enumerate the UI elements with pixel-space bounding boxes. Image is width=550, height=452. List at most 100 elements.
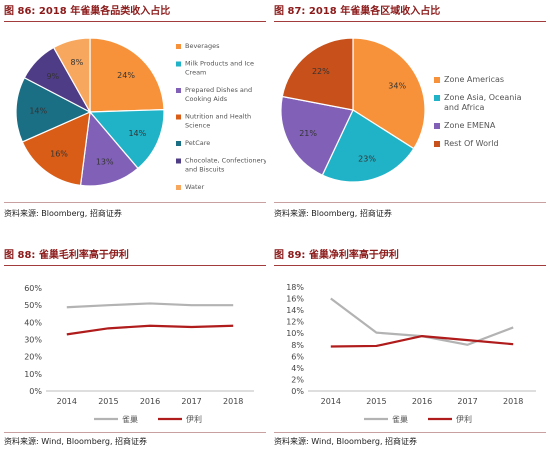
legend-label: 伊利	[186, 414, 202, 424]
figure-86-pie-chart: 24% 14% 13% 16% 14% 9% 8% Beverages Milk Product…	[15, 37, 266, 191]
legend-swatch	[434, 141, 440, 147]
legend-label-line: Cream	[185, 69, 206, 77]
figure-87-title-text: 2018 年雀巢各区域收入占比	[308, 6, 441, 17]
figure-89-source: 资料来源: Wind, Bloomberg, 招商证券	[274, 437, 418, 446]
series-line	[330, 297, 514, 346]
legend-label: Nutrition and Health Science	[185, 113, 251, 130]
figure-89-source-rule	[274, 432, 546, 433]
figure-89-line-chart: 0% 2% 4% 6% 8% 10% 12% 14% 16% 18% 2014 2015 2016 201…	[286, 283, 536, 424]
legend-label-line: Rest Of World	[444, 139, 499, 148]
pie-slice	[52, 37, 91, 115]
x-tick-label: 2018	[223, 397, 243, 406]
figure-87-title: 图 87: 2018 年雀巢各区域收入占比	[274, 3, 440, 21]
legend-label: Beverages	[185, 42, 220, 50]
pie-slice	[88, 109, 165, 170]
y-tick-label: 60%	[24, 284, 42, 293]
y-tick-label: 14%	[286, 306, 304, 315]
legend-swatch	[434, 77, 440, 83]
figure-87-pie-chart: 34% 23% 21% 22% Zone Americas Zone Asia, Ocea…	[280, 37, 522, 183]
slice-data-label: 23%	[358, 154, 376, 163]
figure-88-source-rule	[4, 432, 266, 433]
x-tick-label: 2018	[503, 397, 523, 406]
pie-slice	[321, 109, 415, 183]
y-tick-label: 20%	[24, 353, 42, 362]
y-tick-label: 50%	[24, 301, 42, 310]
pie-slice	[280, 95, 354, 176]
figure-89-title-rule	[274, 265, 546, 266]
y-tick-label: 0%	[291, 387, 304, 396]
pie-slice	[89, 37, 165, 113]
legend-label-line: Zone EMENA	[444, 121, 496, 130]
y-tick-label: 0%	[29, 387, 42, 396]
slice-data-label: 14%	[128, 129, 146, 138]
slice-data-label: 16%	[50, 150, 68, 159]
legend-label-line: Cooking Aids	[185, 95, 228, 103]
legend-label: Zone Americas	[444, 75, 504, 84]
figure-88-source: 资料来源: Wind, Bloomberg, 招商证券	[4, 437, 148, 446]
legend-label: 雀巢	[392, 414, 408, 424]
legend-label: 伊利	[456, 414, 472, 424]
series-line	[66, 324, 234, 336]
figure-86-source-rule	[4, 202, 266, 203]
legend-swatch	[434, 95, 440, 101]
slice-data-label: 22%	[312, 67, 330, 76]
x-tick-label: 2016	[140, 397, 160, 406]
slice-data-label: 14%	[29, 106, 47, 115]
legend-swatch	[176, 158, 181, 164]
legend-label: Rest Of World	[444, 139, 499, 148]
figure-88-line-chart: 0% 10% 20% 30% 40% 50% 60% 2014 2015 2016 2017 2018…	[24, 284, 254, 424]
legend-label: PetCare	[185, 139, 210, 147]
figure-89-label: 图 89:	[274, 250, 306, 261]
legend-label-line: Zone Americas	[444, 75, 504, 84]
legend-label-line: Science	[185, 122, 210, 130]
y-tick-label: 4%	[291, 364, 304, 373]
legend-label-line: Zone Asia, Oceania	[444, 93, 522, 102]
x-tick-label: 2015	[98, 397, 118, 406]
legend-label: Zone EMENA	[444, 121, 496, 130]
legend-swatch	[176, 88, 181, 93]
y-tick-label: 18%	[286, 283, 304, 292]
slice-data-label: 34%	[388, 82, 406, 91]
x-tick-label: 2016	[412, 397, 432, 406]
x-tick-label: 2015	[366, 397, 386, 406]
legend-label: Water	[185, 183, 205, 191]
pie-slice	[281, 37, 354, 111]
legend-label-line: Water	[185, 183, 205, 191]
pie-slice	[21, 111, 91, 187]
legend-label-line: Prepared Dishes and	[185, 86, 252, 94]
legend-swatch	[176, 185, 181, 190]
x-tick-label: 2014	[57, 397, 77, 406]
legend-label-line: Nutrition and Health	[185, 113, 251, 121]
figure-87-source-rule	[274, 202, 546, 203]
pie-slice	[79, 110, 139, 187]
figure-88-label: 图 88:	[4, 250, 36, 261]
legend-swatch	[176, 114, 181, 120]
y-tick-label: 40%	[24, 318, 42, 327]
legend-swatch	[176, 141, 181, 146]
figure-86-title-rule	[4, 21, 266, 22]
y-tick-label: 30%	[24, 336, 42, 345]
y-tick-label: 16%	[286, 295, 304, 304]
y-tick-label: 2%	[291, 375, 304, 384]
y-tick-label: 8%	[291, 341, 304, 350]
slice-data-label: 13%	[96, 158, 114, 167]
legend-swatch	[434, 123, 440, 129]
legend-label-line: Chocolate, Confectionery	[185, 157, 266, 165]
figure-87-source: 资料来源: Bloomberg, 招商证券	[274, 209, 392, 218]
y-tick-label: 6%	[291, 352, 304, 361]
series-line	[66, 302, 234, 309]
legend-swatch	[176, 61, 181, 67]
x-tick-label: 2017	[181, 397, 201, 406]
legend-label: 雀巢	[122, 414, 138, 424]
legend-label-line: and Biscuits	[185, 166, 225, 174]
slice-data-label: 24%	[117, 71, 135, 80]
legend-label-line: Milk Products and Ice	[185, 60, 254, 68]
x-tick-label: 2017	[457, 397, 477, 406]
slice-data-label: 21%	[299, 129, 317, 138]
figure-87-title-rule	[274, 21, 546, 22]
figure-87-label: 图 87:	[274, 6, 306, 17]
legend-swatch	[176, 44, 181, 49]
legend-label: Zone Asia, Oceania and Africa	[444, 93, 522, 112]
legend-label: Chocolate, Confectionery and Biscuits	[185, 157, 266, 174]
figure-86-title: 图 86: 2018 年雀巢各品类收入占比	[4, 3, 170, 21]
